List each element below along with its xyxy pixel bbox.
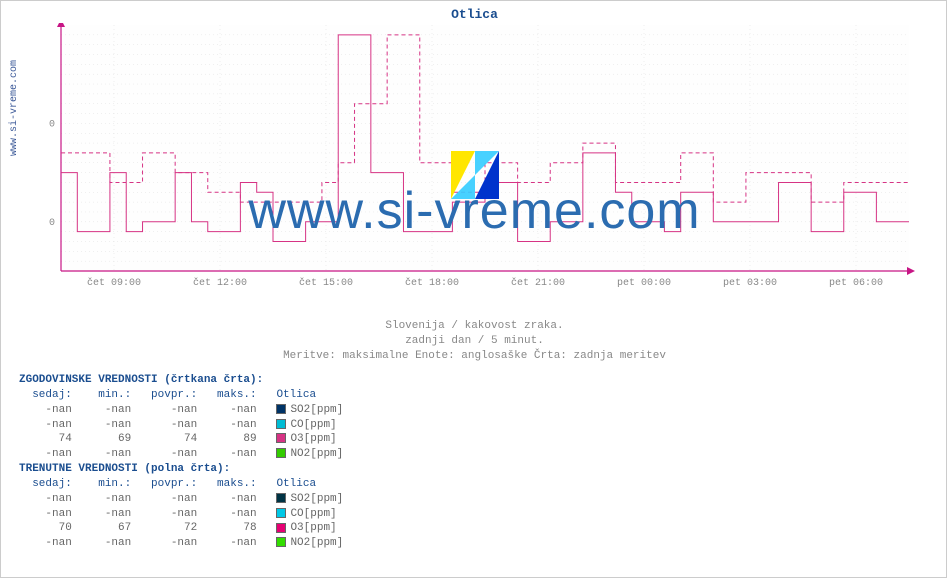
svg-text:čet 15:00: čet 15:00 (299, 277, 353, 289)
svg-text:čet 21:00: čet 21:00 (511, 277, 565, 289)
series-swatch (276, 448, 286, 458)
series-swatch (276, 508, 286, 518)
caption-line-2: zadnji dan / 5 minut. (1, 334, 947, 349)
series-label: SO2[ppm] (290, 404, 343, 416)
table-row: -nan -nan -nan -nan NO2[ppm] (19, 447, 343, 462)
series-swatch (276, 433, 286, 443)
series-swatch (276, 493, 286, 503)
series-label: SO2[ppm] (290, 493, 343, 505)
svg-text:80: 80 (49, 119, 55, 130)
side-link: www.si-vreme.com (9, 60, 20, 156)
series-swatch (276, 537, 286, 547)
caption-line-3: Meritve: maksimalne Enote: anglosaške Čr… (1, 349, 947, 364)
series-swatch (276, 404, 286, 414)
table-columns: sedaj: min.: povpr.: maks.: Otlica (19, 388, 343, 403)
watermark-logo (451, 151, 499, 199)
table-row: -nan -nan -nan -nan SO2[ppm] (19, 492, 343, 507)
series-label: O3[ppm] (290, 522, 336, 534)
table-row: -nan -nan -nan -nan CO[ppm] (19, 418, 343, 433)
chart-title: Otlica (1, 7, 947, 22)
series-label: CO[ppm] (290, 419, 336, 431)
chart-caption: Slovenija / kakovost zraka. zadnji dan /… (1, 319, 947, 364)
table-row: 74 69 74 89 O3[ppm] (19, 432, 343, 447)
series-label: NO2[ppm] (290, 537, 343, 549)
svg-text:čet 12:00: čet 12:00 (193, 277, 247, 289)
table-row: -nan -nan -nan -nan SO2[ppm] (19, 403, 343, 418)
table-row: -nan -nan -nan -nan NO2[ppm] (19, 536, 343, 551)
caption-line-1: Slovenija / kakovost zraka. (1, 319, 947, 334)
series-swatch (276, 523, 286, 533)
svg-text:70: 70 (49, 218, 55, 229)
table-columns: sedaj: min.: povpr.: maks.: Otlica (19, 477, 343, 492)
series-label: O3[ppm] (290, 433, 336, 445)
table-header: TRENUTNE VREDNOSTI (polna črta): (19, 462, 343, 477)
table-header: ZGODOVINSKE VREDNOSTI (črtkana črta): (19, 373, 343, 388)
table-row: 70 67 72 78 O3[ppm] (19, 521, 343, 536)
series-swatch (276, 419, 286, 429)
table-row: -nan -nan -nan -nan CO[ppm] (19, 507, 343, 522)
svg-text:pet 06:00: pet 06:00 (829, 278, 883, 289)
series-label: CO[ppm] (290, 508, 336, 520)
svg-text:čet 09:00: čet 09:00 (87, 277, 141, 289)
series-label: NO2[ppm] (290, 448, 343, 460)
data-tables: ZGODOVINSKE VREDNOSTI (črtkana črta): se… (19, 373, 343, 551)
svg-text:čet 18:00: čet 18:00 (405, 277, 459, 289)
svg-text:pet 00:00: pet 00:00 (617, 278, 671, 289)
svg-text:pet 03:00: pet 03:00 (723, 278, 777, 289)
